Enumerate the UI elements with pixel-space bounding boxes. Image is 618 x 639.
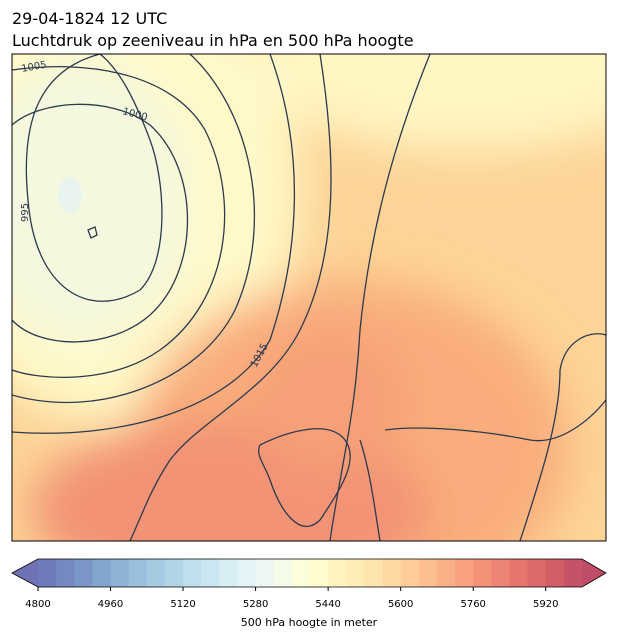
map-title: Luchtdruk op zeeniveau in hPa en 500 hPa… <box>12 31 414 50</box>
colorbar-segment <box>400 559 420 587</box>
colorbar-segment <box>291 559 311 587</box>
colorbar-extend-high <box>582 559 606 587</box>
colorbar-segment <box>328 559 347 587</box>
colorbar-segment <box>310 559 329 587</box>
colorbar-segment <box>455 559 474 587</box>
colorbar-tick-label: 5120 <box>170 599 195 610</box>
colorbar-segment <box>436 559 456 587</box>
colorbar-segment <box>56 559 75 587</box>
map-field <box>12 54 606 541</box>
date-title: 29-04-1824 12 UTC <box>12 9 167 28</box>
colorbar-segment <box>183 559 202 587</box>
colorbar-segment <box>255 559 275 587</box>
colorbar-segment <box>473 559 492 587</box>
colorbar-tick-label: 5920 <box>533 599 558 610</box>
colorbar-extend-low <box>12 559 38 587</box>
colorbar-outline <box>11 558 607 588</box>
colorbar-segment <box>164 559 184 587</box>
colorbar-tick-label: 5760 <box>460 599 485 610</box>
colorbar-segment <box>110 559 130 587</box>
colorbar-segment <box>527 559 547 587</box>
colorbar-tick-label: 4960 <box>98 599 123 610</box>
colorbar-segment <box>563 559 583 587</box>
map-frame <box>11 53 607 542</box>
colorbar-label: 500 hPa hoogte in meter <box>241 616 378 629</box>
colorbar-segment <box>509 559 529 587</box>
colorbar-segment <box>219 559 238 587</box>
colorbar-segment <box>273 559 293 587</box>
colorbar-tick-label: 5600 <box>388 599 413 610</box>
colorbar-tick-label: 4800 <box>25 599 50 610</box>
colorbar-tick-label: 5280 <box>243 599 268 610</box>
colorbar-segment <box>74 559 93 587</box>
colorbar-tick-label: 5440 <box>315 599 340 610</box>
colorbar-segment <box>491 559 510 587</box>
colorbar-segment <box>382 559 402 587</box>
colorbar-segment <box>92 559 112 587</box>
contour-label: 995 <box>20 203 31 222</box>
colorbar-segment <box>146 559 166 587</box>
colorbar-segment <box>346 559 365 587</box>
colorbar-segment <box>545 559 565 587</box>
colorbar-segment <box>237 559 257 587</box>
colorbar-segment <box>418 559 438 587</box>
colorbar-segment <box>201 559 220 587</box>
colorbar: 4800 4960 5120 5280 5440 5600 5760 5920 <box>11 558 607 610</box>
contour-label: 1005 <box>21 60 48 75</box>
colorbar-segment <box>38 559 57 587</box>
colorbar-segment <box>364 559 384 587</box>
colorbar-segment <box>128 559 148 587</box>
